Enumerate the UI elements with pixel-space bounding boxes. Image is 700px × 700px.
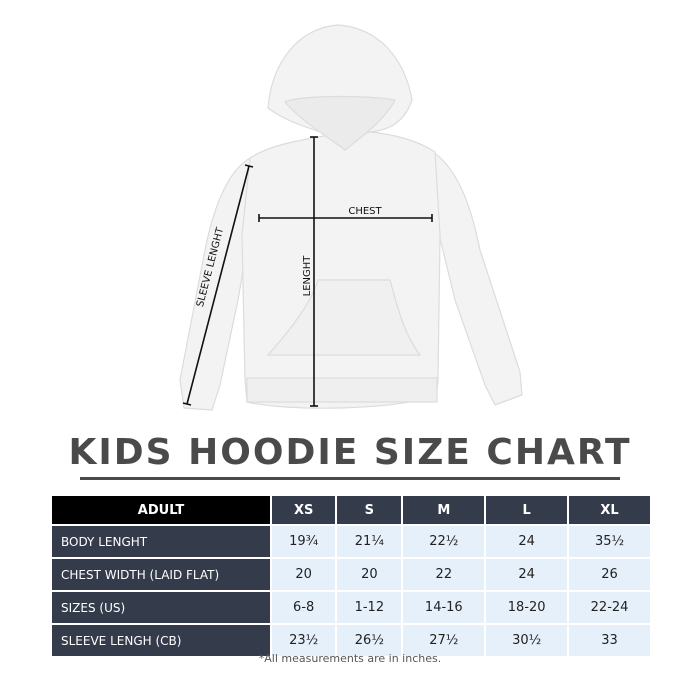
hoodie-illustration: CHEST LENGHT SLEEVE LENGHT <box>179 24 523 411</box>
page-title: KIDS HOODIE SIZE CHART <box>68 432 632 473</box>
row-label: SLEEVE LENGH (CB) <box>52 625 270 656</box>
header-cell: XL <box>569 496 650 524</box>
pocket <box>266 279 422 356</box>
header-cell: ADULT <box>52 496 270 524</box>
table-cell: 33 <box>569 625 650 656</box>
table-cell: 22-24 <box>569 592 650 623</box>
right-sleeve <box>429 148 523 406</box>
waistband <box>246 377 438 403</box>
table-cell: 19¾ <box>272 526 336 557</box>
measurement-note: *All measurements are in inches. <box>258 652 442 665</box>
table-cell: 1-12 <box>337 592 402 623</box>
table-cell: 26½ <box>337 625 402 656</box>
table-row: BODY LENGHT 19¾ 21¼ 22½ 24 35½ <box>52 526 650 557</box>
table-row: SLEEVE LENGH (CB) 23½ 26½ 27½ 30½ 33 <box>52 625 650 656</box>
header-cell: L <box>486 496 568 524</box>
table-cell: 26 <box>569 559 650 590</box>
header-cell: M <box>403 496 485 524</box>
table-header-row: ADULT XS S M L XL <box>52 496 650 524</box>
length-label: LENGHT <box>302 255 313 297</box>
hood-opening <box>284 95 396 151</box>
header-cell: XS <box>272 496 336 524</box>
left-sleeve <box>179 156 251 411</box>
title-divider <box>80 477 620 480</box>
body <box>241 131 441 409</box>
table-cell: 24 <box>486 559 568 590</box>
table-cell: 18-20 <box>486 592 568 623</box>
table-cell: 30½ <box>486 625 568 656</box>
table-cell: 22 <box>403 559 485 590</box>
table-cell: 21¼ <box>337 526 402 557</box>
table-cell: 20 <box>272 559 336 590</box>
table-cell: 24 <box>486 526 568 557</box>
header-cell: S <box>337 496 402 524</box>
table-cell: 22½ <box>403 526 485 557</box>
table-row: SIZES (US) 6-8 1-12 14-16 18-20 22-24 <box>52 592 650 623</box>
table-cell: 27½ <box>403 625 485 656</box>
table-cell: 14-16 <box>403 592 485 623</box>
row-label: CHEST WIDTH (LAID FLAT) <box>52 559 270 590</box>
table-cell: 35½ <box>569 526 650 557</box>
chest-label: CHEST <box>348 206 382 217</box>
table-cell: 20 <box>337 559 402 590</box>
table-row: CHEST WIDTH (LAID FLAT) 20 20 22 24 26 <box>52 559 650 590</box>
table-cell: 23½ <box>272 625 336 656</box>
sleeve-measure-line <box>186 165 250 405</box>
row-label: SIZES (US) <box>52 592 270 623</box>
size-table: ADULT XS S M L XL BODY LENGHT 19¾ 21¼ 22½ 24… <box>50 494 652 658</box>
table-cell: 6-8 <box>272 592 336 623</box>
row-label: BODY LENGHT <box>52 526 270 557</box>
